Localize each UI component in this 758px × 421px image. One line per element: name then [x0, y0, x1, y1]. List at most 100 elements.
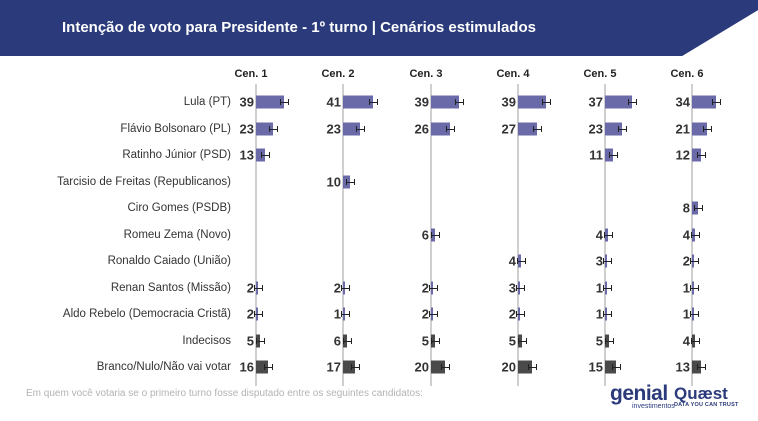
error-bar-cap: [453, 125, 455, 132]
error-bar-cap: [611, 364, 613, 370]
error-bar-cap: [343, 337, 345, 344]
data-label: 39: [414, 94, 429, 110]
error-bar-cap: [263, 337, 265, 344]
error-bar-cap: [351, 337, 353, 344]
error-bar-cap: [602, 284, 604, 291]
error-bar-cap: [516, 284, 518, 291]
error-bar: [604, 340, 613, 342]
data-label: 17: [326, 359, 341, 375]
footnote: Em quem você votaria se o primeiro turno…: [26, 388, 423, 399]
error-bar: [346, 181, 355, 183]
error-bar-cap: [288, 99, 290, 105]
bar: [343, 122, 360, 135]
error-bar-cap: [517, 337, 519, 344]
error-bar-cap: [253, 284, 255, 291]
data-label: 13: [675, 359, 690, 375]
error-bar: [261, 155, 270, 156]
error-bar: [263, 367, 272, 368]
genial-logo-text: genial: [610, 382, 668, 405]
scenario-header: Cen. 1: [234, 68, 268, 80]
error-bar-cap: [711, 125, 713, 132]
scenario-header: Cen. 2: [321, 68, 355, 80]
data-label: 4: [682, 333, 690, 348]
data-label: 2: [246, 306, 254, 322]
scenario-axis-line: [342, 84, 344, 386]
error-bar-cap: [428, 284, 430, 291]
data-label: 26: [414, 121, 429, 136]
error-bar-cap: [542, 99, 544, 105]
error-bar-cap: [524, 284, 526, 291]
error-bar: [253, 287, 262, 289]
bar: [431, 95, 460, 109]
data-label: 1: [595, 306, 603, 322]
data-label: 1: [682, 280, 690, 295]
error-bar: [627, 102, 636, 103]
error-bar-cap: [603, 258, 605, 264]
scenario-axis-line: [517, 84, 519, 386]
error-bar: [253, 314, 262, 315]
data-label: 8: [682, 200, 690, 216]
error-bar: [697, 367, 706, 368]
bar: [518, 95, 547, 109]
error-bar-cap: [625, 125, 627, 132]
error-bar: [696, 155, 705, 156]
data-label: 2: [421, 280, 429, 295]
error-bar-cap: [627, 99, 629, 105]
error-bar-cap: [276, 125, 278, 132]
error-bar-cap: [704, 152, 706, 158]
error-bar-cap: [523, 311, 525, 317]
error-bar: [703, 128, 712, 130]
data-label: 20: [414, 359, 429, 375]
error-bar-cap: [698, 337, 700, 344]
data-label: 1: [333, 306, 341, 322]
data-label: 15: [588, 359, 603, 375]
error-bar-cap: [439, 231, 441, 238]
error-bar-cap: [611, 258, 613, 264]
error-bar: [340, 314, 349, 315]
data-label: 4: [595, 227, 603, 242]
error-bar-cap: [524, 258, 526, 264]
error-bar-cap: [611, 231, 613, 238]
error-bar: [693, 208, 702, 209]
error-bar: [602, 314, 611, 315]
error-bar-cap: [268, 125, 270, 132]
data-label: 3: [508, 280, 516, 295]
row-label: Branco/Nulo/Não vai votar: [96, 361, 231, 373]
error-bar: [428, 314, 437, 315]
scenario-header: Cen. 5: [583, 68, 617, 80]
row-label: Renan Santos (Missão): [110, 281, 231, 294]
error-bar-cap: [455, 99, 457, 105]
error-bar: [515, 314, 524, 315]
error-bar: [528, 367, 537, 368]
error-bar-cap: [431, 231, 433, 238]
error-bar: [689, 261, 698, 262]
data-label: 16: [239, 359, 254, 375]
error-bar-cap: [610, 311, 612, 317]
data-label: 5: [246, 333, 254, 348]
error-bar: [689, 314, 698, 315]
genial-logo: genial investimentos: [610, 382, 675, 410]
error-bar-cap: [608, 152, 610, 158]
error-bar-cap: [616, 152, 618, 158]
error-bar-cap: [602, 311, 604, 317]
error-bar: [428, 287, 437, 289]
error-bar-cap: [340, 311, 342, 317]
error-bar-cap: [348, 311, 350, 317]
error-bar: [617, 128, 626, 130]
error-bar-cap: [703, 125, 705, 132]
data-label: 39: [239, 94, 254, 110]
error-bar: [431, 234, 440, 236]
error-bar: [343, 340, 352, 342]
error-bar-cap: [261, 284, 263, 291]
row-label: Aldo Rebelo (Democracia Cristã): [62, 308, 231, 320]
error-bar: [603, 261, 612, 262]
data-label: 27: [501, 121, 516, 136]
error-bar-cap: [354, 178, 356, 185]
data-label: 3: [595, 253, 603, 269]
error-bar-cap: [255, 337, 257, 344]
row-label: Tarcisio de Freitas (Republicanos): [57, 175, 231, 188]
data-label: 1: [595, 280, 603, 295]
scenario-header: Cen. 6: [670, 68, 704, 80]
error-bar-cap: [541, 125, 543, 132]
bar: [431, 360, 446, 374]
